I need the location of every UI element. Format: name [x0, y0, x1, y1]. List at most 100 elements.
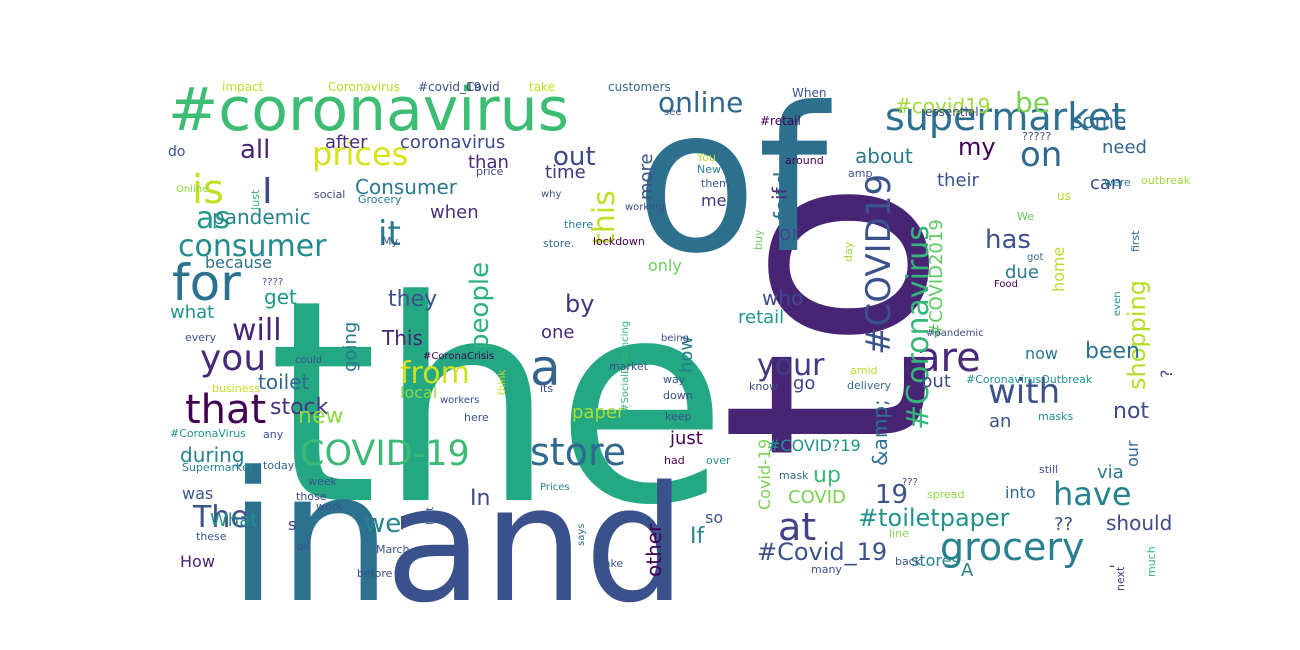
word-over-177: over: [706, 454, 731, 467]
word-new-148: New: [697, 163, 721, 176]
word-social-157: social: [314, 188, 345, 201]
word-covid-19-112: Covid-19: [755, 439, 774, 510]
word-on-18: on: [1020, 135, 1062, 175]
word-covid19-35: #COVID19: [859, 174, 899, 355]
word-as-26: as: [196, 201, 230, 236]
word-online-19: online: [658, 86, 743, 119]
word-in-105: In: [470, 486, 490, 511]
word-at-23: at: [778, 505, 816, 549]
word-socialdistancing-166: #SocialDistancing: [620, 321, 631, 412]
word-the-0: the: [268, 241, 728, 567]
word-with-22: with: [988, 372, 1060, 412]
word-a-6: a: [530, 339, 561, 397]
word-amp-145: amp: [848, 167, 872, 180]
word-work-184: work: [316, 500, 343, 513]
word-so-104: so: [705, 508, 723, 527]
word-here-171: here: [464, 411, 489, 424]
word-outbreak-125: outbreak: [1141, 174, 1191, 187]
word-next-137: next: [1114, 566, 1127, 591]
word-need-64: need: [1102, 137, 1147, 158]
word-around-146: around: [785, 154, 824, 167]
word-all-28: all: [240, 135, 270, 165]
word-lockdown-152: lockdown: [593, 235, 645, 248]
word-when-120: When: [792, 86, 826, 100]
word-symbol-98: ??: [1054, 514, 1073, 535]
word-business-164: business: [212, 382, 260, 395]
word-down-173: down: [663, 389, 693, 402]
word-pandemic-131: #pandemic: [926, 328, 984, 339]
word-day-143: day: [842, 241, 855, 262]
word-covid-19-48: #Covid_19: [757, 538, 887, 566]
word-if-103: If: [690, 524, 705, 549]
word-more-75: more: [636, 153, 657, 200]
word-it-27: it: [378, 214, 401, 254]
word-time-77: time: [545, 162, 586, 183]
word-its-169: its: [540, 382, 553, 395]
word-my-39: my: [958, 133, 996, 161]
word-from-30: from: [400, 356, 470, 391]
word-had-176: had: [664, 454, 685, 467]
word-that-17: that: [185, 387, 266, 433]
word-price-158: price: [476, 165, 504, 178]
word-says-191: says: [576, 524, 587, 546]
word-much-138: much: [1145, 546, 1158, 577]
word-should-99: should: [1106, 511, 1172, 535]
word-you-147: You: [696, 151, 716, 164]
word-have-24: have: [1053, 475, 1132, 513]
word-19-54: 19: [875, 480, 908, 510]
word-do-110: do: [168, 144, 185, 160]
word-coronavirus-114: Coronavirus: [328, 80, 400, 94]
word-this-71: This: [381, 326, 423, 350]
word-were-124: were: [1104, 176, 1131, 189]
word-customers-118: customers: [608, 80, 671, 94]
word-not-52: not: [1113, 399, 1149, 424]
word-some-63: some: [1072, 109, 1126, 133]
word-grocery-8: grocery: [940, 525, 1085, 569]
word-is-12: is: [192, 167, 224, 213]
word-me-76: me: [701, 191, 726, 210]
word-today-181: today: [263, 459, 295, 472]
word-was-108: was: [182, 484, 213, 503]
word-think-165: think: [497, 370, 508, 395]
word-their-59: their: [937, 170, 980, 191]
word-market-168: market: [609, 360, 649, 373]
word-oil-185: oil: [297, 540, 310, 553]
word-these-186: these: [196, 530, 227, 543]
word-your-25: your: [757, 348, 825, 383]
word-retail-70: retail: [738, 307, 784, 328]
word-in-4: in: [228, 434, 392, 643]
word-when-79: when: [430, 202, 479, 223]
word-online-159: Online: [176, 184, 208, 195]
word-essential-119: essential: [925, 105, 979, 119]
word-amid-140: amid: [850, 364, 878, 377]
word-coronavirus-5: #coronavirus: [168, 75, 569, 145]
word-coronavirus-179: #CoronaVirus: [170, 427, 246, 440]
word-amp-51: &amp;: [868, 399, 892, 466]
word-spread-136: spread: [927, 488, 965, 501]
word-s-106: s: [288, 515, 296, 534]
word-but-89: but: [921, 371, 951, 392]
word-there-154: there: [564, 218, 593, 231]
word-who-69: who: [762, 286, 803, 310]
word-line-194: line: [889, 527, 909, 540]
word-to-1: to: [666, 179, 992, 460]
word-about-60: about: [855, 144, 913, 168]
word-what-107: What: [210, 510, 257, 531]
word-we-128: We: [1017, 210, 1034, 223]
word-consumer-15: consumer: [178, 229, 327, 264]
word-symbol-161: ????: [262, 277, 283, 288]
word-because-72: because: [205, 253, 272, 272]
word-keep-175: keep: [665, 410, 692, 423]
word-any-178: any: [263, 428, 284, 441]
word-go-88: go: [793, 373, 815, 394]
word-symbol-100: -: [1109, 556, 1115, 575]
word-shopping-37: shopping: [1123, 280, 1151, 390]
word-if-80: if: [768, 186, 792, 200]
word-even-139: even: [1112, 291, 1123, 316]
word-what-67: what: [170, 302, 214, 323]
word-will-29: will: [232, 313, 282, 348]
word-many-193: many: [811, 563, 842, 576]
word-symbol-93: ?: [1157, 370, 1176, 379]
word-coronavirusoutbreak-132: #CoronavirusOutbreak: [966, 373, 1093, 386]
